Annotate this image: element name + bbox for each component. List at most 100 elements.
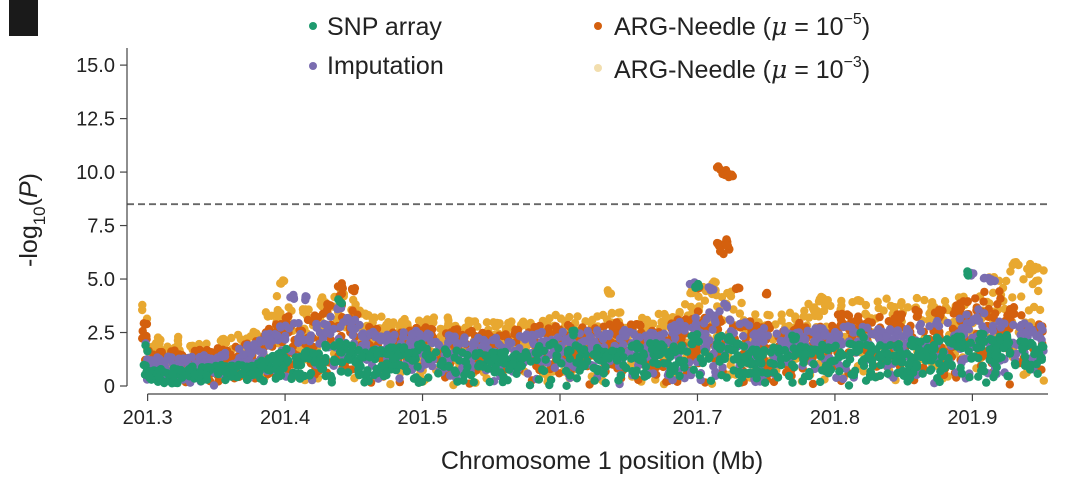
data-point (283, 356, 293, 365)
data-point (599, 322, 608, 331)
data-point (221, 375, 230, 385)
data-point (837, 296, 846, 306)
peak-point (733, 283, 743, 292)
peak-point (276, 279, 285, 288)
data-point (1008, 293, 1017, 302)
data-point (184, 353, 193, 363)
data-point (724, 344, 733, 353)
x-tick-label: 201.7 (672, 407, 722, 429)
data-point (729, 305, 738, 314)
data-point (490, 354, 500, 363)
data-point (343, 354, 353, 364)
data-point (672, 345, 681, 355)
data-point (883, 349, 892, 358)
data-point (916, 352, 925, 362)
data-point (534, 375, 544, 384)
peak-point (706, 284, 716, 293)
x-tick-label: 201.4 (260, 407, 310, 429)
data-point (839, 351, 848, 360)
data-point (804, 313, 814, 322)
data-point (386, 380, 395, 389)
peak-point (714, 162, 723, 171)
data-point (772, 329, 781, 338)
data-point (293, 357, 302, 366)
data-point (706, 376, 716, 385)
data-point (693, 307, 703, 316)
data-point (139, 319, 148, 328)
data-point (869, 330, 878, 339)
peak-point (720, 299, 729, 308)
data-point (498, 377, 507, 387)
data-point (508, 359, 517, 369)
data-point (317, 364, 326, 373)
data-point (922, 334, 931, 344)
data-point (552, 355, 561, 364)
data-point (804, 299, 813, 309)
data-point (866, 367, 875, 376)
data-point (627, 354, 636, 363)
y-tick-label: 5.0 (87, 269, 115, 291)
data-point (395, 360, 405, 370)
data-point (294, 319, 303, 328)
series-snp-array (139, 267, 1048, 390)
x-tick-label: 201.9 (947, 407, 997, 429)
legend-label-snp-array: SNP array (327, 13, 442, 41)
data-point (173, 336, 183, 345)
data-point (694, 292, 703, 301)
data-point (370, 345, 380, 354)
data-point (531, 331, 540, 340)
data-point (735, 309, 745, 318)
data-point (729, 355, 738, 364)
data-point (254, 346, 263, 355)
x-tick-label: 201.3 (123, 407, 173, 429)
data-point (708, 325, 717, 334)
data-point (390, 330, 399, 340)
data-point (1006, 348, 1015, 357)
data-point (980, 309, 989, 318)
data-point (1010, 359, 1020, 368)
data-point (276, 323, 285, 332)
data-point (777, 310, 786, 319)
data-point (821, 361, 831, 370)
data-point (144, 372, 154, 382)
data-point (700, 347, 709, 356)
data-point (154, 366, 164, 375)
data-point (363, 366, 372, 375)
data-point (988, 288, 998, 297)
data-point (885, 325, 895, 334)
data-point (1025, 365, 1035, 374)
data-point (304, 335, 313, 344)
data-point (434, 340, 444, 349)
data-point (272, 331, 282, 340)
data-point (715, 307, 724, 316)
data-point (996, 294, 1005, 303)
data-point (619, 361, 628, 370)
data-point (272, 373, 281, 382)
data-point (825, 332, 834, 341)
data-point (935, 377, 944, 387)
axes-layer (126, 48, 1048, 395)
data-point (337, 367, 346, 376)
data-point (1017, 292, 1026, 301)
data-point (631, 371, 640, 380)
data-point (616, 308, 625, 317)
data-point (720, 351, 730, 361)
peak-point (817, 292, 826, 302)
data-point (259, 376, 268, 386)
data-point (434, 369, 443, 378)
data-point (713, 342, 722, 351)
data-point (967, 318, 976, 327)
data-point (466, 370, 476, 380)
data-point (161, 377, 170, 386)
data-point (372, 364, 381, 374)
data-point (992, 363, 1001, 372)
data-point (252, 329, 261, 338)
data-point (780, 346, 789, 355)
data-point (700, 296, 710, 305)
data-point (275, 366, 285, 375)
data-point (379, 371, 389, 381)
data-point (816, 377, 825, 387)
data-point (726, 335, 736, 344)
data-point (497, 355, 506, 364)
data-point (916, 327, 926, 336)
